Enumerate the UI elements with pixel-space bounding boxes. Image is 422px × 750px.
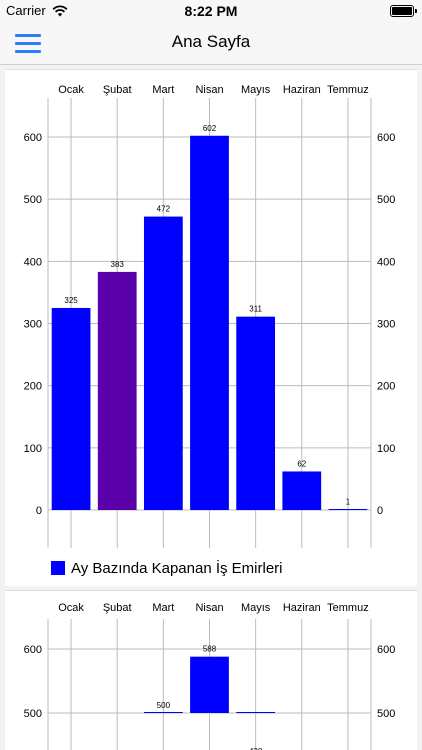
x-category-label: Mart (152, 84, 174, 96)
chart-card-2: 500 500 600 600 Ocak Şubat Mart Nisan Mayıs Hazir… (5, 590, 417, 750)
bar-value-label: 428 (249, 747, 263, 750)
bar-chart-1: 0 0 100 100 200 200 300 300 400 400 500 500 600 600 Oc… (24, 84, 395, 548)
bar (190, 656, 229, 713)
bar-chart-2: 500 500 600 600 Ocak Şubat Mart Nisan Mayıs Hazir… (24, 602, 395, 750)
hamburger-menu-icon[interactable] (15, 33, 41, 53)
bar (143, 712, 183, 713)
legend-label: Ay Bazında Kapanan İş Emirleri (71, 560, 283, 577)
y-tick-label-right: 100 (377, 443, 395, 455)
bar (51, 307, 91, 510)
bar-value-label: 472 (157, 205, 171, 214)
x-category-label: Nisan (195, 84, 223, 96)
y-tick-label-right: 200 (377, 381, 395, 393)
x-category-label: Şubat (103, 84, 132, 96)
bar (97, 271, 137, 510)
x-category-label: Mayıs (241, 602, 271, 614)
x-category-label: Temmuz (327, 602, 369, 614)
y-tick-label-right: 600 (377, 132, 395, 144)
bar-value-label: 500 (157, 701, 171, 710)
bar (190, 135, 229, 511)
chart-card-1: 0 0 100 100 200 200 300 300 400 400 500 500 600 600 Oc… (5, 69, 417, 586)
y-tick-label-left: 600 (24, 132, 42, 144)
x-category-label: Ocak (58, 84, 84, 96)
bar-value-label: 383 (111, 260, 125, 269)
y-tick-label-right: 600 (377, 644, 395, 656)
bar (282, 471, 322, 510)
y-tick-label-left: 0 (36, 505, 42, 517)
y-tick-label-left: 300 (24, 319, 42, 331)
x-category-label: Ocak (58, 602, 84, 614)
battery-icon (390, 5, 417, 17)
y-tick-label-right: 500 (377, 194, 395, 206)
y-tick-label-right: 500 (377, 708, 395, 720)
y-tick-label-right: 0 (377, 505, 383, 517)
y-tick-label-left: 500 (24, 708, 42, 720)
page-title: Ana Sayfa (171, 32, 251, 51)
chart-scroll-area[interactable]: 0 0 100 100 200 200 300 300 400 400 500 500 600 600 Oc… (0, 65, 422, 750)
x-category-label: Haziran (283, 84, 321, 96)
x-category-label: Nisan (195, 602, 223, 614)
x-category-label: Şubat (103, 602, 132, 614)
clock: 8:22 PM (184, 3, 238, 19)
legend-swatch (51, 561, 65, 575)
wifi-icon (52, 4, 68, 22)
navigation-bar: Ana Sayfa (0, 22, 422, 65)
x-category-label: Mayıs (241, 84, 271, 96)
y-tick-label-right: 400 (377, 256, 395, 268)
x-category-label: Temmuz (327, 84, 369, 96)
y-tick-label-left: 500 (24, 194, 42, 206)
y-tick-label-left: 100 (24, 443, 42, 455)
status-bar: Carrier 8:22 PM (0, 0, 422, 22)
bar (143, 216, 183, 510)
bar-value-label: 62 (297, 459, 306, 468)
chart-legend: Ay Bazında Kapanan İş Emirleri (51, 560, 283, 577)
bar (236, 316, 276, 510)
bar-value-label: 588 (203, 645, 217, 654)
bar-value-label: 311 (249, 305, 262, 314)
bar (236, 712, 276, 713)
bar-value-label: 1 (346, 497, 351, 506)
bar-value-label: 325 (64, 296, 78, 305)
x-category-label: Haziran (283, 602, 321, 614)
y-tick-label-left: 400 (24, 256, 42, 268)
y-tick-label-left: 200 (24, 381, 42, 393)
x-category-label: Mart (152, 602, 174, 614)
bar (328, 509, 368, 510)
carrier-label: Carrier (6, 3, 46, 18)
y-tick-label-right: 300 (377, 319, 395, 331)
y-tick-label-left: 600 (24, 644, 42, 656)
bar-value-label: 602 (203, 124, 217, 133)
